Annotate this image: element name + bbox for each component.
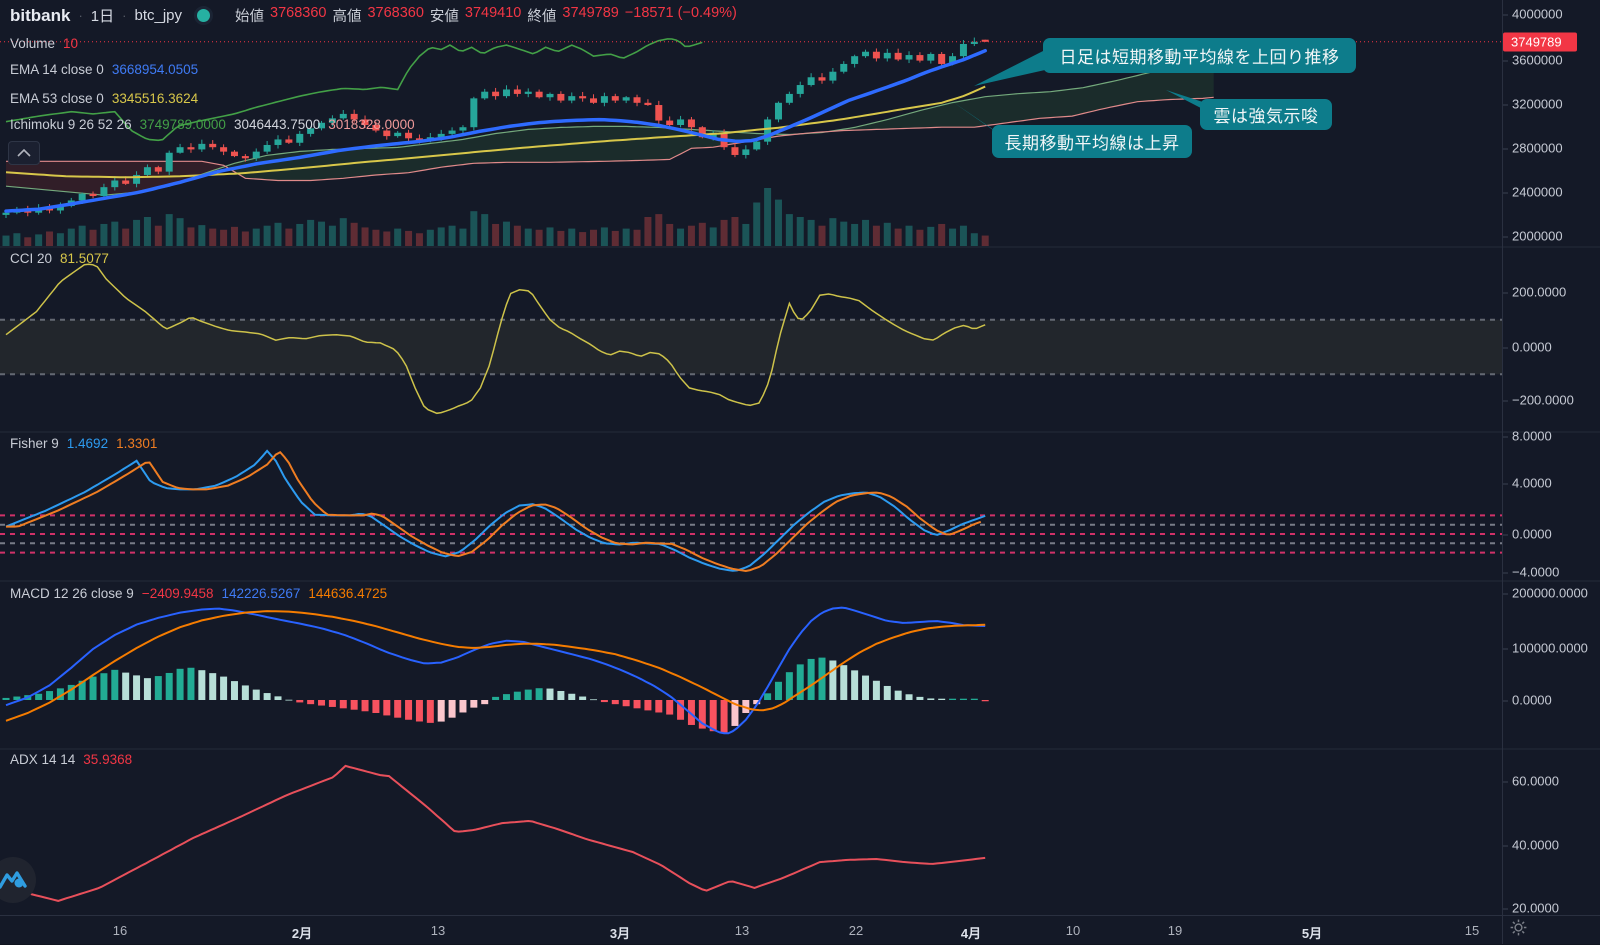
axis-tick-main: 3600000: [1503, 52, 1563, 68]
header-separator: ·: [122, 8, 127, 23]
legend-adx-value: 35.9368: [83, 752, 133, 767]
axis-tick-fisher: 8.0000: [1503, 428, 1552, 444]
legend-fisher-value: 1.4692: [66, 436, 109, 451]
legend-ichimoku-name: Ichimoku 9 26 52 26: [10, 117, 132, 132]
time-axis-label: 5月: [1301, 926, 1323, 941]
axis-tick-main: 2800000: [1503, 140, 1563, 156]
symbol-name[interactable]: btc_jpy: [134, 7, 183, 24]
legend-ichimoku-senkou-a: 3046443.7500: [233, 117, 321, 132]
time-axis-label: 13: [430, 923, 446, 938]
legend-ema53-value: 3345516.3624: [111, 91, 199, 106]
header-separator: ·: [78, 8, 83, 23]
legend-macd-hist: −2409.9458: [141, 586, 214, 601]
high-value: 3768360: [367, 5, 424, 21]
mountain-logo-icon: [0, 871, 27, 889]
exchange-name[interactable]: bitbank: [10, 5, 71, 25]
legend-fisher[interactable]: Fisher 9 1.4692 1.3301: [10, 436, 157, 451]
legend-ema53[interactable]: EMA 53 close 0 3345516.3624: [10, 91, 198, 106]
legend-macd-name: MACD 12 26 close 9: [10, 586, 134, 601]
legend-cci-value: 81.5077: [60, 251, 109, 266]
open-label: 始値: [235, 9, 265, 25]
axis-tick-macd: 200000.0000: [1503, 585, 1588, 601]
axis-tick-adx: 20.0000: [1503, 900, 1559, 916]
axis-tick-cci: 200.0000: [1502, 284, 1567, 300]
time-axis-label: 19: [1167, 923, 1183, 938]
time-axis-label: 13: [734, 923, 750, 938]
axis-tick-adx: 60.0000: [1503, 773, 1559, 789]
axis-tick-main: 3200000: [1503, 96, 1563, 112]
time-axis-label: 16: [112, 923, 128, 938]
time-axis-label: 15: [1464, 923, 1480, 938]
legend-volume-name: Volume: [10, 36, 56, 51]
legend-macd-line: 142226.5267: [221, 586, 301, 601]
high-label: 高値: [332, 9, 362, 25]
last-price-badge: 3749789: [1503, 32, 1577, 52]
axis-tick-cci: 0.0000: [1503, 339, 1552, 355]
legend-ema14-name: EMA 14 close 0: [10, 62, 104, 77]
ohlc-readout: 始値 3768360 高値 3768360 安値 3749410 終値 3749789 …: [235, 5, 737, 26]
axis-tick-main: 2400000: [1503, 184, 1563, 200]
chevron-up-icon: [17, 149, 31, 157]
axis-tick-fisher: −4.0000: [1502, 564, 1560, 580]
axis-tick-main: 2000000: [1503, 228, 1563, 244]
legend-fisher-name: Fisher 9: [10, 436, 59, 451]
legend-adx-name: ADX 14 14: [10, 752, 76, 767]
axis-tick-fisher: 4.0000: [1503, 475, 1552, 491]
low-value: 3749410: [464, 5, 522, 21]
annotation-callout-long-ma[interactable]: 長期移動平均線は上昇: [992, 125, 1192, 158]
time-axis-label: 22: [848, 923, 864, 938]
annotation-callout-short-ma[interactable]: 日足は短期移動平均線を上回り推移: [1043, 38, 1356, 73]
legend-ichimoku[interactable]: Ichimoku 9 26 52 26 3749789.0000 3046443…: [10, 117, 415, 132]
market-status-icon[interactable]: [194, 6, 214, 25]
change-value: −18571 (−0.49%): [624, 5, 737, 21]
time-axis-label: 3月: [609, 926, 631, 941]
axis-tick-fisher: 0.0000: [1503, 526, 1552, 542]
axis-tick-macd: 100000.0000: [1503, 640, 1588, 656]
legend-volume[interactable]: Volume 10: [10, 36, 78, 51]
legend-macd-signal: 144636.4725: [308, 586, 388, 601]
axis-tick-adx: 40.0000: [1503, 837, 1559, 853]
open-value: 3768360: [270, 5, 327, 21]
legend-ichimoku-chikou: 3749789.0000: [139, 117, 226, 132]
close-label: 終値: [527, 9, 557, 25]
exchange-logo[interactable]: [0, 857, 36, 903]
legend-ema53-name: EMA 53 close 0: [10, 91, 104, 106]
legend-ema14[interactable]: EMA 14 close 0 3668954.0505: [10, 62, 198, 77]
collapse-legend-button[interactable]: [8, 141, 40, 165]
axis-tick-main: 4000000: [1503, 6, 1563, 22]
legend-ichimoku-senkou-b: 3018328.0000: [328, 117, 415, 132]
axis-tick-cci: −200.0000: [1503, 392, 1574, 408]
annotation-callout-cloud[interactable]: 雲は強気示唆: [1200, 99, 1332, 130]
time-axis-label: 10: [1065, 923, 1081, 938]
interval-selector[interactable]: 1日: [90, 8, 115, 25]
low-label: 安値: [429, 9, 459, 25]
legend-cci-name: CCI 20: [10, 251, 53, 266]
chart-header: bitbank · 1日 · btc_jpy 始値 3768360 高値 37683…: [10, 5, 737, 26]
settings-gear-icon[interactable]: [1510, 919, 1527, 941]
legend-volume-param: 10: [63, 36, 79, 51]
time-axis-label: 2月: [291, 926, 313, 941]
axis-tick-macd: 0.0000: [1503, 692, 1552, 708]
legend-fisher-trigger: 1.3301: [116, 436, 158, 451]
close-value: 3749789: [562, 5, 619, 21]
time-axis[interactable]: 16 2月 13 3月 13 22 4月 10 19 5月 15: [0, 915, 1600, 945]
legend-cci[interactable]: CCI 20 81.5077: [10, 251, 109, 266]
legend-ema14-value: 3668954.0505: [111, 62, 199, 77]
time-axis-label: 4月: [960, 926, 982, 941]
legend-adx[interactable]: ADX 14 14 35.9368: [10, 752, 132, 767]
price-axis[interactable]: 3749789 4000000 3600000 3200000 2800000 2400…: [1502, 0, 1600, 944]
legend-macd[interactable]: MACD 12 26 close 9 −2409.9458 142226.526…: [10, 586, 387, 601]
